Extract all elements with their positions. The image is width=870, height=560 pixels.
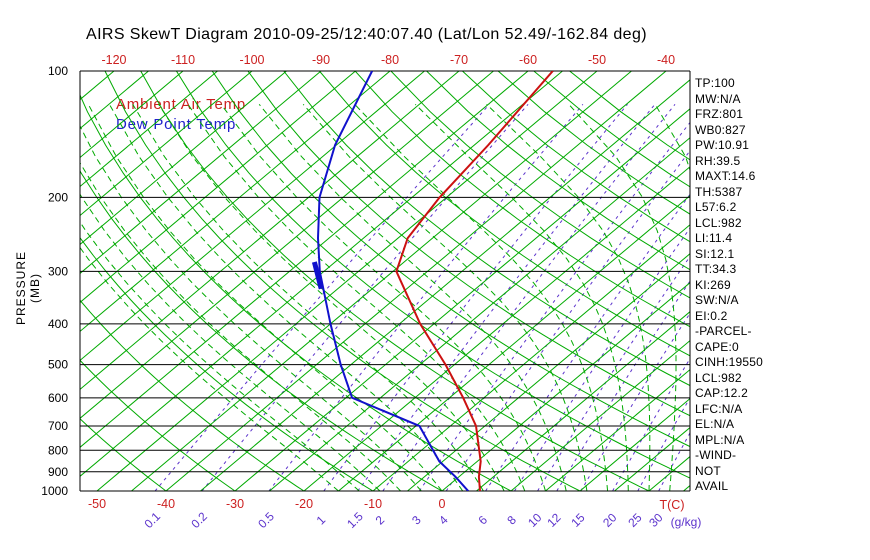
mixing-ratio-tick: 15 [568, 510, 588, 530]
mixing-ratio-tick: 1 [314, 513, 329, 528]
mixing-unit-label: (g/kg) [671, 515, 702, 529]
stats-line: LI:11.4 [695, 231, 733, 245]
top-axis-tick: -90 [312, 53, 330, 67]
stats-line: SI:12.1 [695, 246, 735, 261]
bottom-axis-tick: -20 [295, 497, 313, 511]
dewpoint-curve [316, 71, 469, 491]
top-axis-tick: -40 [657, 53, 675, 67]
stats-line: -WIND- [695, 448, 737, 462]
stats-line: CAPE:0 [695, 339, 739, 354]
pressure-tick: 400 [48, 317, 68, 331]
pressure-tick: 800 [48, 443, 68, 457]
dry-adiabats [80, 71, 690, 491]
mixing-ratio-tick: 0.5 [255, 509, 277, 531]
stats-line: LCL:982 [695, 370, 742, 385]
mixing-ratio-tick: 0.2 [188, 509, 210, 531]
top-axis-tick: -70 [450, 53, 468, 67]
stats-line: EI:0.2 [695, 308, 728, 323]
chart-title: AIRS SkewT Diagram 2010-09-25/12:40:07.4… [86, 26, 647, 43]
stats-line: RH:39.5 [695, 153, 741, 168]
stats-line: CINH:19550 [695, 355, 764, 369]
stats-line: TH:5387 [695, 184, 743, 199]
mixing-ratio-tick: 0.1 [141, 509, 163, 531]
mixing-ratio-tick: 10 [525, 510, 545, 530]
stats-line: PW:10.91 [695, 138, 750, 152]
stats-line: CAP:12.2 [695, 386, 748, 400]
mixing-ratio-tick: 12 [544, 510, 564, 530]
pressure-tick: 200 [48, 190, 68, 204]
chart-layers: -120 -110 -100 -90 -80 -70 -60 -50 -40-50 -40 -30-… [41, 53, 691, 531]
bottom-axis-tick: -40 [157, 497, 175, 511]
bottom-axis-tick: -30 [226, 497, 244, 511]
mixing-ratio-tick: 3 [409, 513, 424, 528]
stats-line: L57:6.2 [695, 200, 737, 214]
stats-line: KI:269 [695, 277, 731, 292]
top-axis-tick: -50 [588, 53, 606, 67]
mixing-ratio-tick: 8 [504, 513, 519, 528]
stats-line: SW:N/A [695, 293, 739, 307]
isotherms [80, 71, 690, 491]
temp-unit-label: T(C) [660, 498, 685, 512]
mixing-ratio-tick: 25 [625, 510, 645, 530]
stats-line: FRZ:801 [695, 107, 744, 121]
mixing-ratio-tick: 6 [475, 513, 490, 528]
stats-line: TT:34.3 [695, 262, 737, 276]
pressure-tick: 1000 [41, 484, 68, 498]
top-axis-tick: -80 [381, 53, 399, 67]
top-axis-tick: -110 [171, 53, 195, 67]
profiles [311, 71, 554, 491]
stats-line: EL:N/A [695, 417, 735, 431]
stats-line: LCL:982 [695, 215, 742, 230]
stats-line: MW:N/A [695, 91, 741, 106]
stats-line: TP:100 [695, 76, 735, 90]
stats-line: MPL:N/A [695, 432, 745, 447]
temperature-curve [395, 71, 554, 491]
mixing-ratio-tick: 30 [646, 510, 666, 530]
stats-line: NOT [695, 463, 721, 478]
top-axis-tick: -120 [101, 53, 126, 67]
stats-line: AVAIL [695, 479, 729, 493]
mixing-ratio-tick: 4 [436, 513, 451, 528]
pressure-tick: 900 [48, 465, 68, 479]
pressure-tick: 300 [48, 264, 68, 278]
dewpoint-saturated-segment [311, 261, 324, 290]
pressure-tick: 100 [48, 64, 68, 78]
pressure-tick: 600 [48, 391, 68, 405]
stats-panel: TP:100 MW:N/A FRZ:801 WB0:827 PW:10.91 RH:39.… [695, 76, 763, 495]
top-axis-tick: -100 [239, 53, 264, 67]
bottom-axis-tick: -10 [364, 497, 382, 511]
mixing-ratio-tick: 20 [600, 510, 620, 530]
stats-line: LFC:N/A [695, 401, 743, 416]
mixing-ratio-tick: 2 [373, 513, 388, 528]
pressure-tick: 700 [48, 419, 68, 433]
legend-dew-point-temp: Dew Point Temp [116, 116, 237, 133]
pressure-tick: 500 [48, 358, 68, 372]
bottom-axis-tick: -50 [88, 497, 106, 511]
stats-line: WB0:827 [695, 122, 746, 137]
bottom-axis-tick: 0 [439, 497, 446, 511]
pressure-lines [79, 70, 691, 492]
stats-line: MAXT:14.6 [695, 169, 756, 183]
top-axis-tick: -60 [519, 53, 537, 67]
mixing-ratio-tick: 1.5 [344, 509, 366, 531]
stats-line: -PARCEL- [695, 324, 752, 338]
